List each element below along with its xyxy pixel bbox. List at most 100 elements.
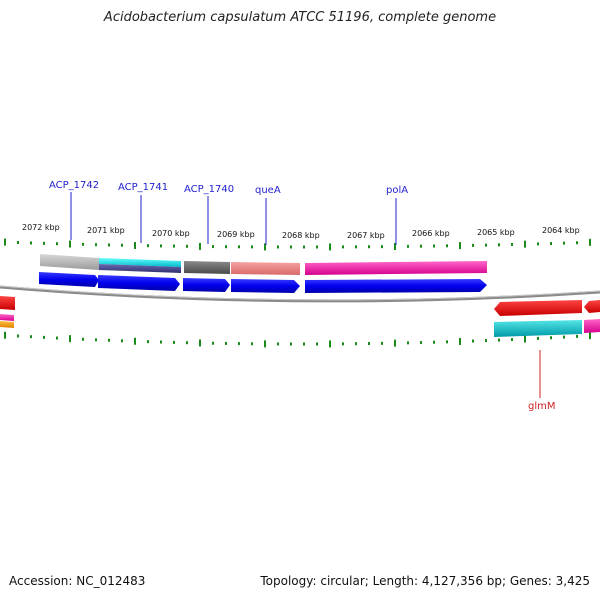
scale-label: 2069 kbp: [217, 230, 255, 239]
gene-label-acp-1741: ACP_1741: [118, 182, 168, 193]
scale-label: 2070 kbp: [152, 229, 190, 238]
scale-tick: [381, 245, 383, 249]
gene-label-acp-1740: ACP_1740: [184, 184, 234, 195]
scale-tick: [30, 241, 32, 245]
scale-tick: [472, 243, 474, 247]
feature-magenta: [305, 261, 487, 275]
scale-tick: [17, 241, 19, 245]
scale-tick: [251, 245, 253, 249]
feature-gray: [40, 254, 99, 270]
scale-tick: [225, 341, 227, 345]
scale-tick: [459, 337, 461, 345]
backbone-highlight: [0, 285, 600, 301]
scale-tick: [368, 342, 370, 346]
scale-tick: [238, 342, 240, 346]
scale-tick: [186, 341, 188, 345]
scale-tick: [95, 338, 97, 342]
scale-tick: [43, 241, 45, 245]
scale-label: 2066 kbp: [412, 229, 450, 238]
scale-tick: [329, 243, 331, 251]
scale-tick: [368, 245, 370, 249]
gene-label-pola: polA: [386, 185, 408, 196]
cds-arrow-acp-1742: [39, 272, 99, 287]
scale-tick: [498, 243, 500, 247]
scale-tick: [56, 336, 58, 340]
cds-arrow-right-red: [584, 300, 600, 313]
cog-feature-row: [40, 254, 487, 275]
scale-tick: [17, 334, 19, 338]
scale-tick: [264, 243, 266, 251]
scale-tick: [420, 244, 422, 248]
scale-tick: [121, 243, 123, 247]
feature-left-orange: [0, 321, 14, 328]
scale-tick: [160, 340, 162, 344]
scale-tick: [147, 340, 149, 344]
scale-tick: [524, 335, 526, 343]
feature-salmon: [231, 262, 300, 275]
scale-tick: [316, 245, 318, 249]
scale-tick: [212, 341, 214, 345]
feature-dark-gray: [184, 261, 230, 274]
cds-arrow-quea: [231, 279, 300, 293]
gene-labels: ACP_1742 ACP_1741 ACP_1740 queA polA glm…: [49, 180, 556, 412]
scale-label: 2071 kbp: [87, 226, 125, 235]
scale-label: 2064 kbp: [542, 226, 580, 235]
scale-tick: [550, 242, 552, 246]
scale-tick: [173, 340, 175, 344]
scale-tick: [134, 337, 136, 345]
scale-tick: [4, 238, 6, 246]
scale-tick: [563, 335, 565, 339]
scale-tick: [394, 339, 396, 347]
scale-tick: [576, 334, 578, 338]
scale-tick: [147, 244, 149, 248]
scale-labels: 2072 kbp 2071 kbp 2070 kbp 2069 kbp 2068…: [22, 223, 580, 240]
scale-tick: [160, 244, 162, 248]
scale-tick: [303, 342, 305, 346]
accession-text: Accession: NC_012483: [9, 574, 146, 588]
scale-tick: [277, 245, 279, 249]
scale-tick: [485, 339, 487, 343]
scale-tick: [225, 245, 227, 249]
scale-tick: [511, 243, 513, 247]
scale-tick: [108, 338, 110, 342]
gene-label-quea: queA: [255, 185, 281, 196]
scale-tick: [485, 243, 487, 247]
scale-tick: [342, 342, 344, 346]
scale-tick: [589, 332, 591, 340]
scale-tick: [95, 243, 97, 247]
scale-tick: [329, 340, 331, 348]
feature-teal: [494, 320, 582, 337]
scale-tick: [563, 241, 565, 245]
scale-label: 2068 kbp: [282, 231, 320, 240]
scale-tick: [394, 243, 396, 251]
scale-tick: [433, 340, 435, 344]
scale-tick: [69, 240, 71, 248]
scale-tick: [134, 241, 136, 249]
scale-tick: [43, 335, 45, 339]
scale-tick: [342, 245, 344, 249]
scale-tick: [355, 342, 357, 346]
scale-tick: [251, 342, 253, 346]
scale-tick: [381, 341, 383, 345]
reverse-cds-row: [494, 300, 600, 316]
scale-tick: [576, 241, 578, 245]
scale-tick: [121, 339, 123, 343]
genome-title: Acidobacterium capsulatum ATCC 51196, co…: [103, 10, 497, 25]
scale-tick: [472, 339, 474, 343]
scale-tick: [446, 340, 448, 344]
scale-tick: [446, 244, 448, 248]
scale-label: 2065 kbp: [477, 228, 515, 237]
label-leaders: [70, 192, 541, 398]
scale-tick: [108, 243, 110, 247]
scale-tick: [30, 335, 32, 339]
scale-tick: [238, 245, 240, 249]
scale-tick: [498, 338, 500, 342]
feature-slate: [99, 264, 181, 273]
scale-tick: [316, 342, 318, 346]
gene-label-glmm: glmM: [528, 401, 556, 412]
scale-tick: [433, 244, 435, 248]
scale-tick: [524, 240, 526, 248]
scale-tick: [290, 245, 292, 249]
scale-tick: [290, 342, 292, 346]
